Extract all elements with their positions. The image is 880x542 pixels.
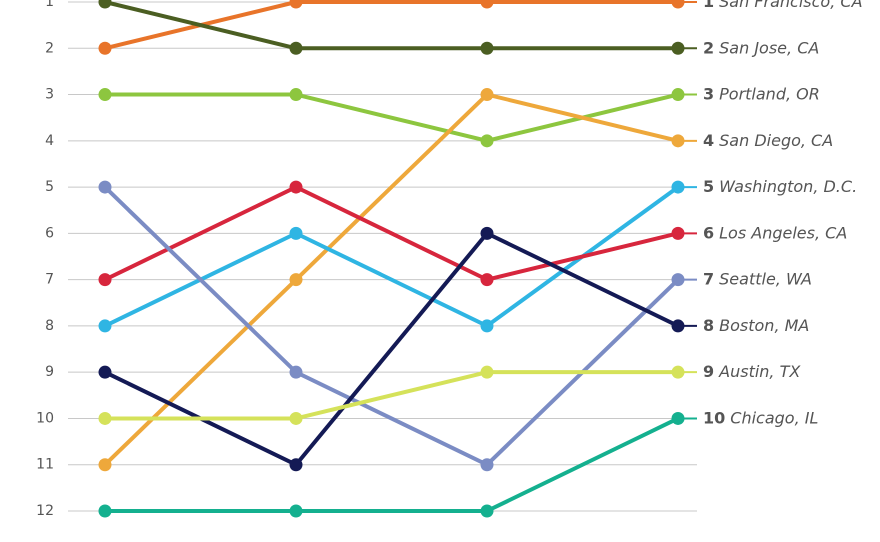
series-name: San Diego, CA (719, 130, 833, 149)
y-tick-label: 10 (36, 410, 54, 426)
series-line (105, 370, 678, 421)
series-line (104, 185, 679, 282)
marker (480, 458, 494, 472)
y-tick-label: 2 (45, 40, 54, 56)
series-name: San Jose, CA (719, 38, 819, 57)
series-name: Austin, TX (718, 362, 801, 381)
end-rank: 6 (703, 223, 714, 242)
y-tick-label: 9 (45, 364, 54, 380)
end-rank: 1 (703, 0, 714, 11)
y-tick-label: 11 (36, 457, 54, 473)
series-line (104, 0, 678, 51)
end-rank: 8 (703, 315, 714, 334)
marker (480, 226, 494, 240)
y-tick-label: 12 (36, 503, 54, 519)
end-label: 5 Washington, D.C. (703, 177, 857, 196)
marker (289, 504, 303, 518)
y-tick-label: 3 (45, 87, 54, 103)
series-line (104, 185, 680, 328)
y-tick-label: 6 (45, 225, 54, 241)
marker (98, 273, 112, 287)
series-name: Seattle, WA (719, 269, 812, 288)
series-name: Washington, D.C. (719, 177, 857, 196)
end-label: 3 Portland, OR (703, 84, 820, 103)
marker (289, 41, 303, 55)
y-tick-label: 4 (45, 133, 54, 149)
marker (98, 319, 112, 333)
marker (289, 273, 303, 287)
marker (480, 319, 494, 333)
end-rank: 4 (703, 130, 714, 149)
series-line (104, 0, 678, 51)
y-tick-label: 5 (45, 179, 54, 195)
end-label: 4 San Diego, CA (703, 130, 833, 149)
end-rank: 9 (703, 362, 714, 381)
marker (289, 226, 303, 240)
series-name: San Francisco, CA (719, 0, 862, 11)
series-line (105, 92, 679, 143)
end-label: 8 Boston, MA (703, 315, 809, 334)
series-name: Boston, MA (719, 315, 809, 334)
marker (98, 180, 112, 194)
y-tick-label: 7 (45, 272, 54, 288)
marker (289, 0, 303, 9)
series-name: Los Angeles, CA (719, 223, 847, 242)
marker (480, 88, 494, 102)
end-label: 9 Austin, TX (703, 362, 801, 381)
marker (98, 0, 112, 9)
end-label: 10 Chicago, IL (703, 408, 818, 427)
end-label: 2 San Jose, CA (703, 38, 819, 57)
marker (480, 0, 494, 9)
marker (289, 365, 303, 379)
marker (480, 273, 494, 287)
end-rank: 7 (703, 269, 714, 288)
series-line (105, 416, 679, 513)
y-tick-label: 8 (45, 318, 54, 334)
marker (289, 411, 303, 425)
marker (480, 41, 494, 55)
end-label: 7 Seattle, WA (703, 269, 812, 288)
marker (480, 504, 494, 518)
series-line (103, 92, 679, 467)
marker (98, 88, 112, 102)
marker (480, 365, 494, 379)
end-rank: 5 (703, 177, 714, 196)
marker (98, 411, 112, 425)
series-name: Chicago, IL (730, 408, 818, 427)
marker (98, 365, 112, 379)
marker (98, 458, 112, 472)
end-rank: 10 (703, 408, 725, 427)
marker (480, 134, 494, 148)
marker (98, 504, 112, 518)
end-rank: 2 (703, 38, 714, 57)
marker (289, 180, 303, 194)
y-tick-label: 1 (45, 0, 54, 10)
marker (289, 88, 303, 102)
series-name: Portland, OR (719, 84, 820, 103)
marker (98, 41, 112, 55)
end-rank: 3 (703, 84, 714, 103)
end-label: 1 San Francisco, CA (703, 0, 863, 11)
end-label: 6 Los Angeles, CA (703, 223, 847, 242)
marker (289, 458, 303, 472)
